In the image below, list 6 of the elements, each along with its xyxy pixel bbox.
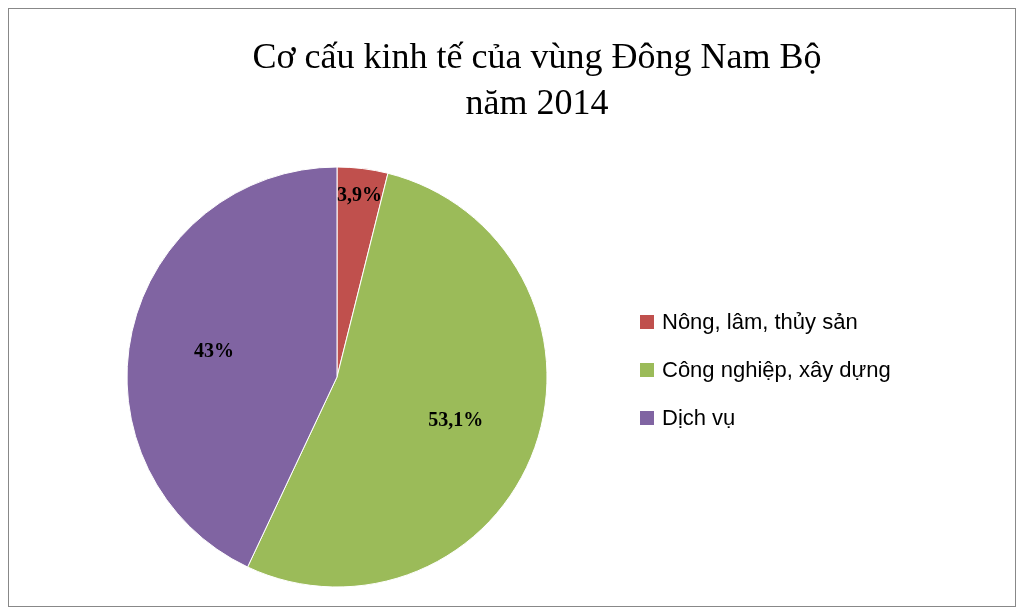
legend-label: Dịch vụ [662, 404, 736, 432]
chart-title: Cơ cấu kinh tế của vùng Đông Nam Bộ năm 2014 [251, 35, 823, 124]
data-label: 43% [194, 338, 235, 361]
data-label: 53,1% [428, 408, 484, 431]
legend-label: Công nghiệp, xây dựng [662, 356, 891, 384]
legend-label: Nông, lâm, thủy sản [662, 308, 858, 336]
